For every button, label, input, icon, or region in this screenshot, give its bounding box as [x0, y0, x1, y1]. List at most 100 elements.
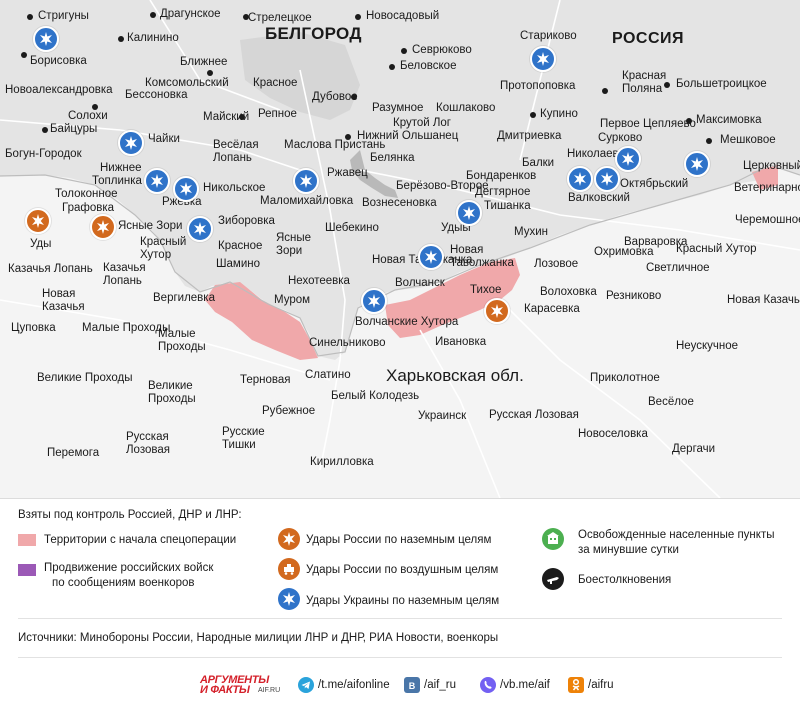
strike-ukraine-marker[interactable]: [361, 288, 387, 314]
sources-text: Источники: Минобороны России, Народные м…: [18, 632, 499, 644]
settlement-surkovo: Сурково: [598, 132, 643, 144]
settlement-nekhoteevka: Волчанск: [395, 277, 445, 289]
strike-ukraine-marker[interactable]: [173, 176, 199, 202]
settlement-liptsy: Терновая: [240, 374, 291, 386]
settlement-yasnye-zori: Ясные Зори: [276, 232, 312, 257]
legend-liberated-line1: Освобожденные населенные пункты: [578, 529, 775, 541]
settlement-solokhi: Солохи: [68, 110, 108, 122]
settlement-cheremoshnoe: Зиборовка: [218, 215, 275, 227]
settlement-maslova-pristan: Белянка: [370, 152, 415, 164]
viber-link[interactable]: /vb.me/aif: [500, 679, 550, 691]
strike-russia-marker[interactable]: [90, 214, 116, 240]
strike-ukraine-marker[interactable]: [187, 216, 213, 242]
legend-swatch-territories: [18, 534, 36, 546]
settlement-bondarenkov: Октябрьский: [620, 178, 689, 190]
settlement-koshlakovo: Кошлаково: [436, 102, 496, 114]
region-kharkiv: Харьковская обл.: [386, 366, 524, 385]
settlement-voznesenovka: Тишанка: [484, 200, 531, 212]
strike-russia-marker[interactable]: [25, 208, 51, 234]
settlement-strigny: Стригуны: [38, 10, 89, 22]
settlement-krasnoe-north: Красное: [253, 77, 298, 89]
settlement-grafovka: Вознесеновка: [362, 197, 437, 209]
settlement-dot: [207, 70, 213, 76]
telegram-icon[interactable]: [298, 677, 314, 693]
viber-icon[interactable]: [480, 677, 496, 693]
settlement-dot: [401, 48, 407, 54]
settlement-karasevka: Цуповка: [11, 322, 56, 334]
settlement-sevryukovo: Севрюково: [412, 44, 472, 56]
map[interactable]: Стригуны Драгунское Стрелецкое Новосадов…: [0, 0, 800, 498]
settlement-ustinka: Шамино: [216, 258, 261, 270]
settlement-leninsky: Мухин: [514, 226, 548, 238]
odnoklassniki-icon[interactable]: [568, 677, 584, 693]
settlement-nikolskoe: Маломихайловка: [260, 195, 354, 207]
settlement-volchanskie-khutora: Карасевка: [524, 303, 580, 315]
city-belgorod: БЕЛГОРОД: [265, 24, 362, 43]
legend: Взяты под контроль Россией, ДНР и ЛНР: Т…: [0, 498, 800, 711]
vk-icon[interactable]: B: [404, 677, 420, 693]
settlement-degtyarnoe: Ветеринарное: [734, 182, 800, 194]
settlement-dubovoe: Дубовое: [312, 91, 358, 103]
strike-ukraine-marker[interactable]: [418, 244, 444, 270]
strike-ukraine-marker[interactable]: [118, 130, 144, 156]
settlement-lozovoe: Нехотеевка: [288, 275, 350, 287]
settlement-tikhoe: Волоховка: [540, 286, 597, 298]
settlement-dot: [243, 14, 249, 20]
telegram-link[interactable]: /t.me/aifonline: [318, 679, 390, 691]
settlement-dot: [530, 112, 536, 118]
legend-clashes-icon: [542, 568, 564, 590]
settlement-veterinarnoe: Графовка: [62, 202, 115, 214]
settlement-dmitrievka: Дмитриевка: [497, 130, 562, 142]
settlement-varvarovka: Красный Хутор: [676, 243, 757, 255]
settlement-chaiki: Чайки: [148, 133, 180, 145]
legend-ru-air: Удары России по воздушным целям: [306, 564, 499, 576]
settlement-tishanka: Черемошное: [735, 214, 800, 226]
settlement-dot: [239, 114, 245, 120]
strike-russia-marker[interactable]: [484, 298, 510, 324]
strike-ukraine-marker[interactable]: [33, 26, 59, 52]
settlement-nizhny-olshanets: Нижний Ольшанец: [357, 130, 459, 142]
settlement-bessonovka: Бессоновка: [125, 89, 188, 101]
settlement-dragunskoe: Драгунское: [160, 8, 221, 20]
strike-ukraine-marker[interactable]: [456, 200, 482, 226]
legend-territories: Территории с начала спецоперации: [44, 534, 237, 546]
settlement-kupino: Купино: [540, 108, 578, 120]
brand-line1: АРГУМЕНТЫ: [200, 674, 269, 686]
legend-liberated-icon: [542, 528, 564, 550]
settlement-valkovsky: Толоконное: [55, 188, 118, 200]
legend-ru-air-icon: [278, 558, 300, 580]
settlement-krasny-khutor: Красный Хутор: [140, 236, 187, 261]
svg-text:B: B: [409, 681, 416, 691]
settlement-svetlichnoe: Казачья Лопань: [8, 263, 93, 275]
settlement-veselaya-lopan: Весёлая Лопань: [213, 139, 259, 164]
strike-ukraine-marker[interactable]: [144, 168, 170, 194]
brand-logo[interactable]: АРГУМЕНТЫ И ФАКТЫ AIF.RU: [200, 674, 288, 696]
settlement-ternovaya: Белый Колодезь: [331, 390, 420, 402]
settlement-berezovo-vtoroe: Бондаренков: [466, 170, 537, 182]
settlement-sereda: Синельниково: [309, 337, 386, 349]
strike-ukraine-marker[interactable]: [293, 168, 319, 194]
settlement-balki: Церковный: [743, 160, 800, 172]
settlement-ukrainsk: Русская Лозовая: [489, 409, 579, 421]
settlement-russkaya-lozovaya: Русская Лозовая: [126, 431, 170, 456]
vk-link[interactable]: /aif_ru: [424, 679, 456, 691]
strike-ukraine-marker[interactable]: [567, 166, 593, 192]
settlement-meshkovoe: Мешковое: [720, 134, 776, 146]
legend-swatch-advance: [18, 564, 36, 576]
settlement-starikovo: Стариково: [520, 30, 577, 42]
settlement-rzhevka: Дегтярное: [475, 186, 531, 198]
settlement-dot: [150, 12, 156, 18]
strike-ukraine-marker[interactable]: [530, 46, 556, 72]
settlement-novaya-tavolzhanka: Новая Таволжанка: [450, 244, 514, 269]
settlement-volchansk: Тихое: [470, 284, 502, 296]
settlement-marino: Лозовое: [534, 258, 579, 270]
legend-advance-line2: по сообщениям военкоров: [52, 577, 195, 589]
ok-link[interactable]: /aifru: [588, 679, 614, 691]
strike-ukraine-marker[interactable]: [615, 146, 641, 172]
settlement-bogun-gorodok: Богун-Городок: [5, 148, 82, 160]
settlement-toplinka: Ржавец: [327, 167, 368, 179]
strike-ukraine-marker[interactable]: [684, 151, 710, 177]
settlement-dot: [389, 64, 395, 70]
legend-ru-ground-icon: [278, 528, 300, 550]
strike-ukraine-marker[interactable]: [594, 166, 620, 192]
